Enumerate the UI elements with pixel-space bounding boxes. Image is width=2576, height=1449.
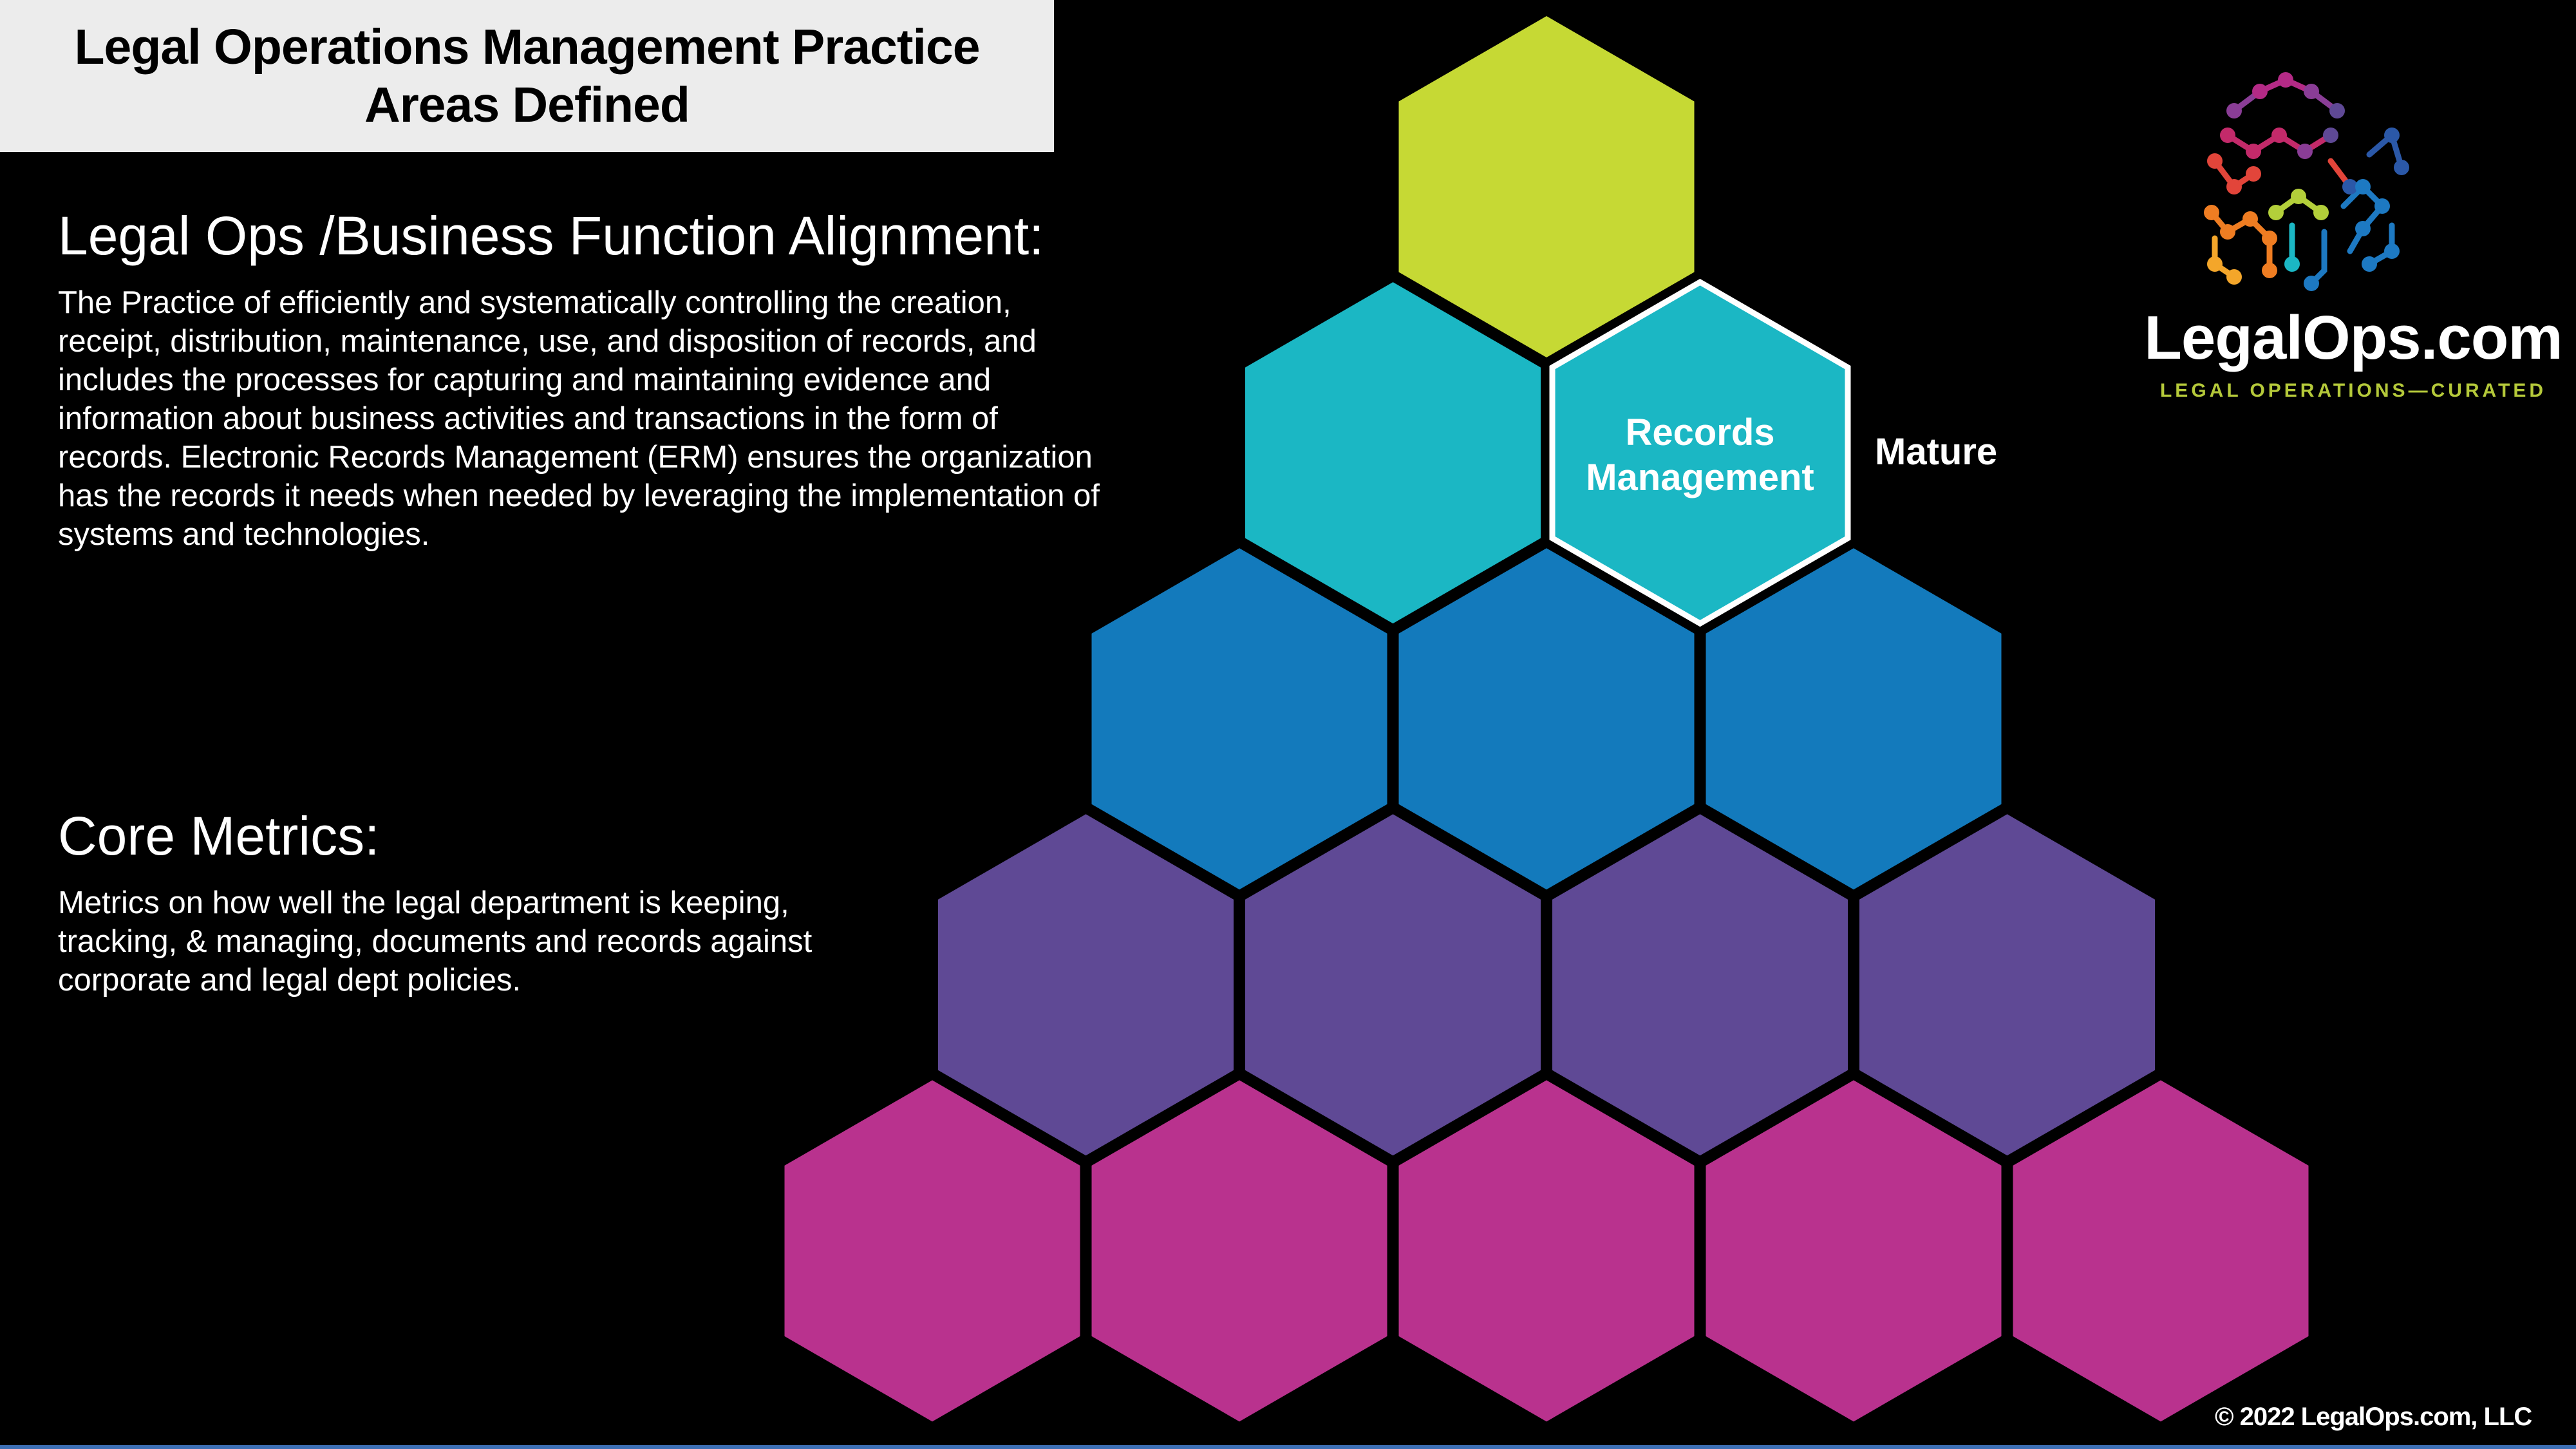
logo-name: LegalOps.com bbox=[2144, 303, 2563, 372]
hex-row-4-cell-4 bbox=[1859, 814, 2155, 1156]
copyright-notice: © 2022 LegalOps.com, LLC bbox=[2215, 1403, 2532, 1431]
hex-row-5-cell-5 bbox=[2013, 1080, 2309, 1422]
hex-row-3-cell-3 bbox=[1706, 548, 2002, 890]
title-line-1: Legal Operations Management Practice bbox=[74, 19, 980, 75]
hex-row-2-cell-1 bbox=[1245, 282, 1541, 624]
title-line-2: Areas Defined bbox=[364, 77, 690, 133]
logo-tagline: LEGAL OPERATIONS—CURATED bbox=[2159, 380, 2546, 401]
metrics-heading: Core Metrics: bbox=[58, 806, 380, 866]
hex-row-3-cell-1 bbox=[1091, 548, 1387, 890]
hex-row-1-cell-1 bbox=[1398, 16, 1695, 357]
hex-row-4-cell-1 bbox=[938, 814, 1234, 1156]
alignment-heading: Legal Ops /Business Function Alignment: bbox=[58, 205, 1044, 266]
hex-row-5-cell-4 bbox=[1706, 1080, 2002, 1422]
maturity-level-label: Mature bbox=[1875, 431, 1998, 473]
hex-row-3-cell-2 bbox=[1398, 548, 1695, 890]
hex-row-4-cell-3 bbox=[1552, 814, 1848, 1156]
title-banner: Legal Operations Management Practice Are… bbox=[0, 0, 1054, 152]
bottom-border bbox=[0, 1445, 2576, 1449]
hex-label-line-2: Management bbox=[1586, 457, 1814, 498]
hex-row-5-cell-2 bbox=[1091, 1080, 1387, 1422]
hex-row-5-cell-3 bbox=[1398, 1080, 1695, 1422]
hex-row-4-cell-2 bbox=[1245, 814, 1541, 1156]
alignment-description: The Practice of efficiently and systemat… bbox=[58, 285, 1100, 552]
metrics-description: Metrics on how well the legal department… bbox=[58, 886, 813, 998]
hex-records-management bbox=[1549, 278, 1851, 627]
network-hexagon-icon bbox=[2204, 72, 2409, 291]
hex-row-5-cell-1 bbox=[784, 1080, 1080, 1422]
page-title: Legal Operations Management Practice Are… bbox=[74, 18, 980, 134]
hex-label-line-1: Records bbox=[1625, 412, 1774, 453]
